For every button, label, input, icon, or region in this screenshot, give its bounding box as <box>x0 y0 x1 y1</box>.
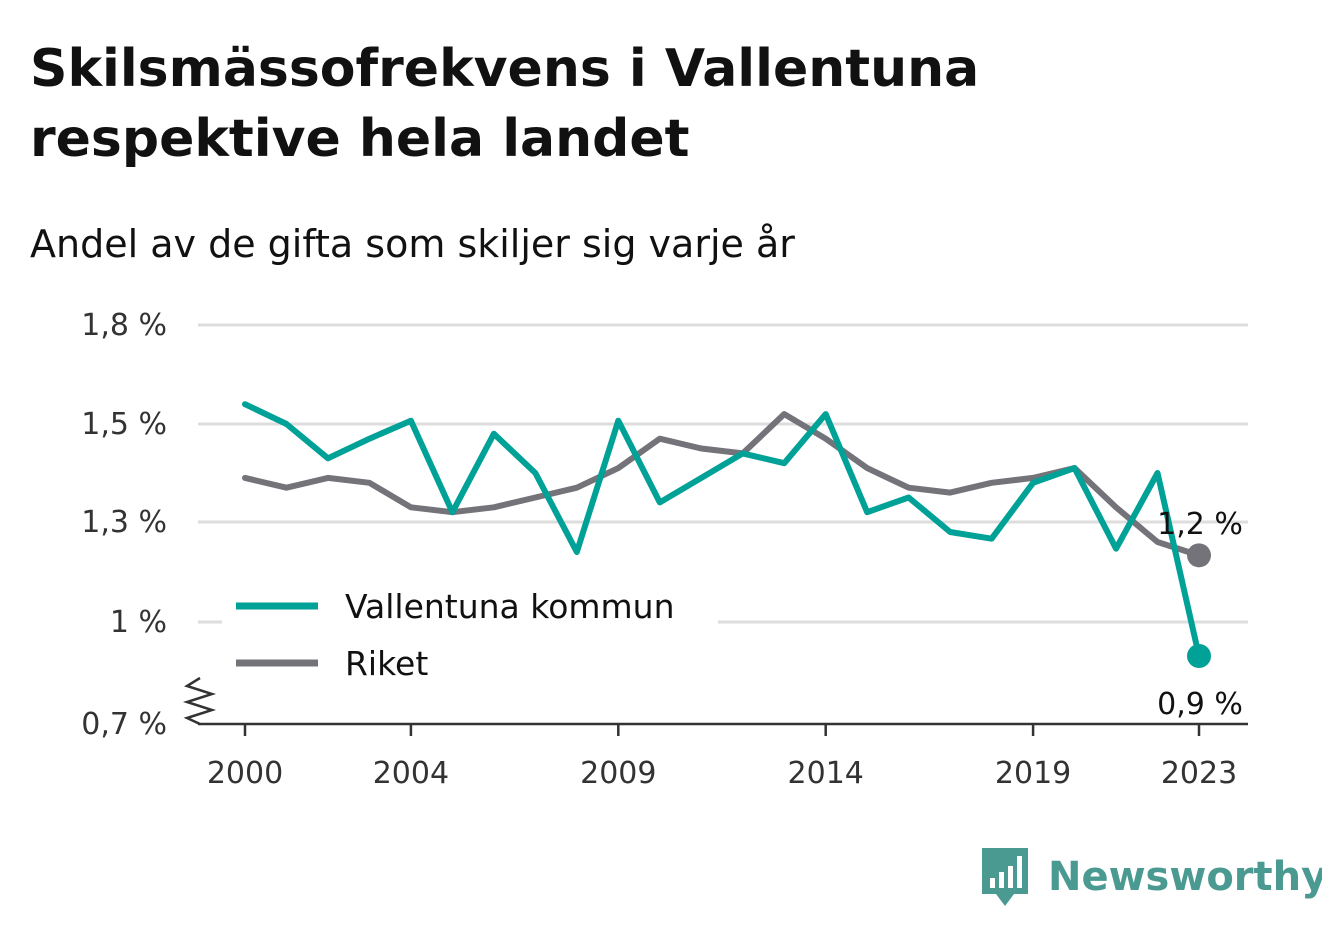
x-tick-label: 2014 <box>788 756 864 791</box>
y-tick-label: 1,5 % <box>81 407 167 442</box>
newsworthy-brand: Newsworthy <box>980 846 1322 908</box>
y-axis-ticks: 0,7 % 1 % 1,3 % 1,5 % 1,8 % <box>81 308 167 742</box>
x-tick-label: 2009 <box>580 756 656 791</box>
legend: Vallentuna kommun Riket <box>222 580 718 688</box>
series-lines <box>242 401 1202 659</box>
x-tick-label: 2023 <box>1161 756 1237 791</box>
end-label-vallentuna: 0,9 % <box>1157 687 1243 722</box>
grid-lines <box>198 323 1248 624</box>
legend-background <box>222 580 718 688</box>
brand-name: Newsworthy <box>1048 854 1322 900</box>
endpoint-vallentuna <box>1187 644 1211 668</box>
legend-label-riket: Riket <box>345 644 428 683</box>
end-label-riket: 1,2 % <box>1157 507 1243 542</box>
chart-subtitle: Andel av de gifta som skiljer sig varje … <box>30 222 795 266</box>
y-tick-label: 1,3 % <box>81 505 167 540</box>
x-axis <box>182 676 1248 726</box>
series-line-vallentuna <box>242 401 1202 659</box>
chart-title: Skilsmässofrekvens i Vallentuna respekti… <box>30 39 980 169</box>
x-axis-ticks: 2000 2004 2009 2014 2019 2023 <box>207 724 1237 791</box>
y-tick-label: 0,7 % <box>81 707 167 742</box>
y-tick-label: 1 % <box>110 605 167 640</box>
endpoint-riket <box>1187 543 1211 568</box>
series-line-riket <box>242 411 1202 559</box>
x-tick-label: 2000 <box>207 756 283 791</box>
axis-break-icon <box>182 676 217 726</box>
legend-label-vallentuna: Vallentuna kommun <box>345 587 675 626</box>
x-tick-label: 2004 <box>373 756 449 791</box>
newsworthy-logo-icon <box>982 848 1028 906</box>
y-tick-label: 1,8 % <box>81 308 167 343</box>
series-endpoints <box>1187 543 1211 668</box>
x-tick-label: 2019 <box>995 756 1071 791</box>
